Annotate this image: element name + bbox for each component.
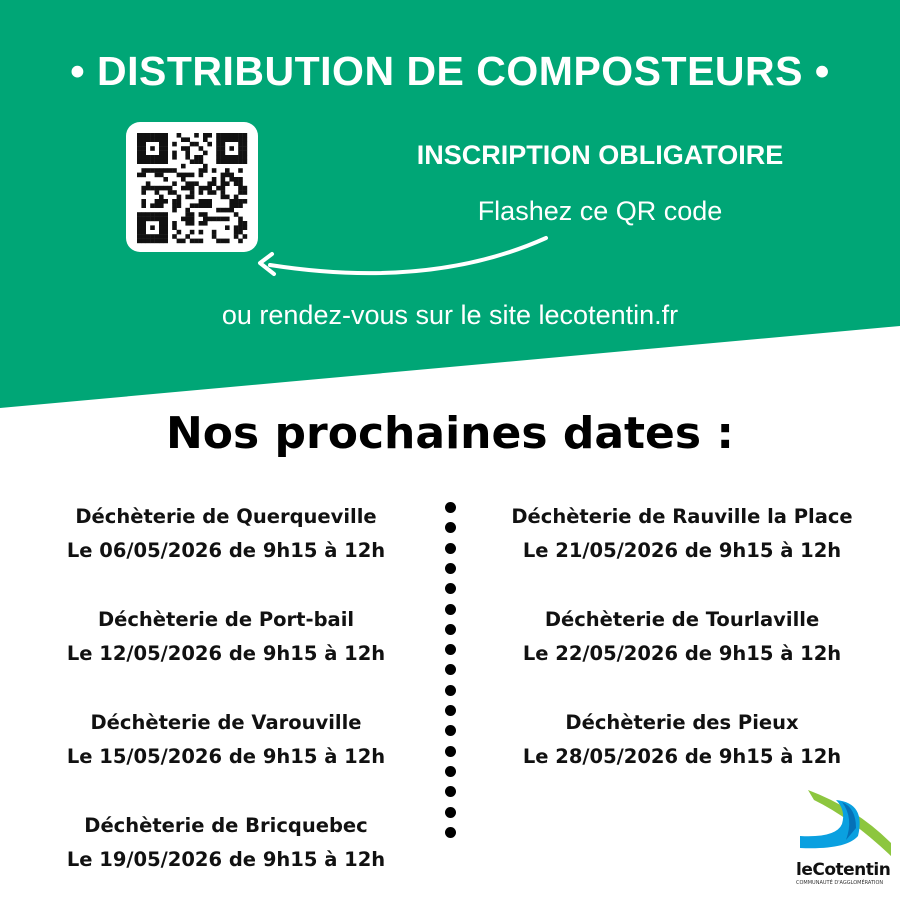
location-name: Déchèterie de Varouville [90, 711, 362, 734]
divider-dot [445, 684, 456, 696]
divider-dot [445, 603, 456, 615]
location-name: Déchèterie de Bricquebec [84, 814, 368, 837]
logo-tagline: COMMUNAUTÉ D'AGGLOMÉRATION [796, 880, 884, 886]
lecotentin-logo: leCotentin COMMUNAUTÉ D'AGGLOMÉRATION [796, 788, 896, 893]
date-time: Le 21/05/2026 de 9h15 à 12h [522, 539, 842, 562]
divider-dot [445, 664, 456, 676]
divider-dot [445, 826, 456, 838]
divider-dot [445, 786, 456, 798]
date-time: Le 12/05/2026 de 9h15 à 12h [66, 642, 386, 665]
location-name: Déchèterie de Port-bail [97, 608, 355, 631]
date-time: Le 19/05/2026 de 9h15 à 12h [66, 848, 386, 871]
divider-dot [445, 623, 456, 635]
divider-dot [445, 725, 456, 737]
date-entry: Déchèterie des Pieux Le 28/05/2026 de 9h1… [462, 706, 900, 809]
divider-dot [445, 765, 456, 777]
date-entry: Déchèterie de Tourlaville Le 22/05/2026 d… [462, 603, 900, 706]
divider-dot [445, 502, 456, 513]
location-name: Déchèterie de Tourlaville [544, 608, 820, 631]
divider-dot [445, 745, 456, 757]
website-link-text[interactable]: ou rendez-vous sur le site lecotentin.fr [221, 300, 679, 330]
date-entry: Déchèterie de Rauville la Place Le 21/05/… [462, 500, 900, 603]
qr-code[interactable] [126, 122, 258, 252]
divider-dot [445, 522, 456, 534]
divider-dot [445, 542, 456, 554]
divider-dot [445, 705, 456, 716]
divider-dot [445, 562, 456, 574]
divider-dot [445, 644, 456, 656]
location-name: Déchèterie des Pieux [565, 711, 799, 734]
section-title: Nos prochaines dates : [165, 408, 734, 459]
qr-instruction: Flashez ce QR code [477, 196, 723, 226]
arrow-icon [258, 236, 548, 276]
location-name: Déchèterie de Querqueville [75, 505, 377, 528]
date-time: Le 28/05/2026 de 9h15 à 12h [522, 745, 842, 768]
registration-required-label: INSCRIPTION OBLIGATOIRE [416, 140, 784, 170]
date-time: Le 15/05/2026 de 9h15 à 12h [66, 745, 386, 768]
dates-right-column: Déchèterie de Rauville la Place Le 21/05/… [462, 500, 900, 809]
location-name: Déchèterie de Rauville la Place [511, 505, 853, 528]
logo-name: leCotentin [796, 860, 891, 880]
divider-dot [445, 806, 456, 818]
date-time: Le 22/05/2026 de 9h15 à 12h [522, 642, 842, 665]
page-title: • DISTRIBUTION DE COMPOSTEURS • [70, 48, 830, 94]
dates-left-column: Déchèterie de Querqueville Le 06/05/2026 … [6, 500, 446, 912]
logo-mark-icon [800, 790, 891, 856]
date-entry: Déchèterie de Varouville Le 15/05/2026 de… [6, 706, 446, 809]
date-time: Le 06/05/2026 de 9h15 à 12h [66, 539, 386, 562]
date-entry: Déchèterie de Querqueville Le 06/05/2026 … [6, 500, 446, 603]
date-entry: Déchèterie de Port-bail Le 12/05/2026 de … [6, 603, 446, 706]
date-entry: Déchèterie de Bricquebec Le 19/05/2026 de… [6, 809, 446, 912]
divider-dot [445, 583, 456, 595]
